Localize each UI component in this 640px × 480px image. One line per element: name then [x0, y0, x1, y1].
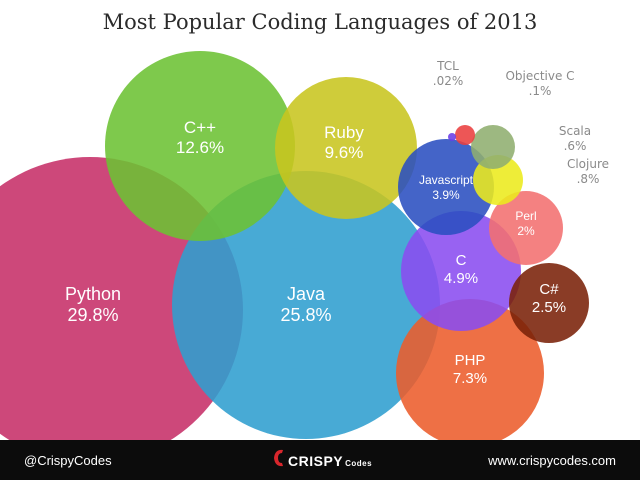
bubble-java	[172, 171, 440, 439]
bubble-label-javascript: Javascript	[419, 173, 474, 187]
bubble-value-c-: 12.6%	[176, 138, 224, 157]
bubble-value-tcl: .02%	[433, 74, 464, 88]
bubble-label-c-: C#	[539, 281, 559, 298]
bubble-label-java: Java	[287, 284, 326, 304]
brand-name: CRISPY Codes	[288, 453, 373, 469]
bubble-javascript	[398, 139, 494, 235]
bubble-value-objective-c: .1%	[529, 84, 552, 98]
bubble-label-ruby: Ruby	[324, 123, 364, 142]
chart-title: Most Popular Coding Languages of 2013	[102, 10, 538, 34]
website-link[interactable]: www.crispycodes.com	[488, 453, 616, 468]
bubble-value-perl: 2%	[517, 224, 535, 238]
bubble-label-scala: Scala	[559, 124, 591, 138]
bubble-label-clojure: Clojure	[567, 157, 609, 171]
bubble-php	[396, 299, 544, 440]
bubble-value-c: 4.9%	[444, 270, 478, 287]
bubble-perl	[489, 191, 563, 265]
bubble-c-	[509, 263, 589, 343]
bubble-tcl	[448, 133, 456, 141]
bubble-label-tcl: TCL	[436, 59, 459, 73]
brand-logo: CRISPY Codes	[270, 446, 373, 474]
bubble-label-perl: Perl	[515, 209, 536, 223]
bubble-objective-c	[455, 125, 475, 145]
twitter-handle[interactable]: @CrispyCodes	[24, 453, 112, 468]
bubble-value-ruby: 9.6%	[325, 143, 364, 162]
bubble-value-python: 29.8%	[67, 305, 118, 325]
bubble-c	[401, 211, 521, 331]
bubble-label-objective-c: Objective C	[505, 69, 574, 83]
bubble-ruby	[275, 77, 417, 219]
bubble-scala	[471, 125, 515, 169]
bubble-value-clojure: .8%	[577, 172, 600, 186]
bubble-value-scala: .6%	[564, 139, 587, 153]
footer-bar: @CrispyCodes CRISPY Codes www.crispycodes…	[0, 440, 640, 480]
bubble-label-c-: C++	[184, 118, 216, 137]
bubble-value-c-: 2.5%	[532, 299, 566, 316]
bubble-value-javascript: 3.9%	[432, 188, 460, 202]
bubble-value-php: 7.3%	[453, 370, 487, 387]
bubble-c-	[105, 51, 295, 241]
bubble-value-java: 25.8%	[280, 305, 331, 325]
crispy-c-icon	[274, 449, 283, 467]
bubble-label-php: PHP	[455, 352, 486, 369]
bubble-label-python: Python	[65, 284, 121, 304]
bubble-label-c: C	[456, 252, 467, 269]
